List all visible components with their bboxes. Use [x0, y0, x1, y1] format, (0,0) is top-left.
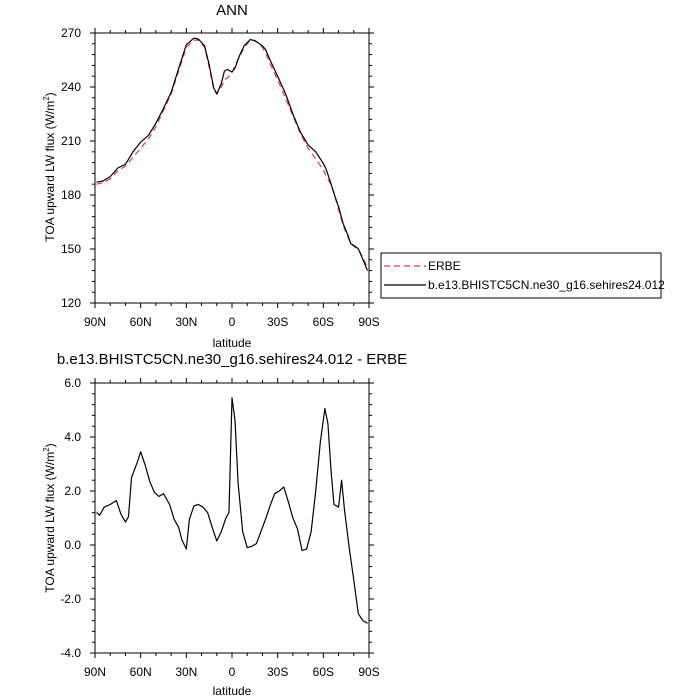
- legend-label-model: b.e13.BHISTC5CN.ne30_g16.sehires24.012: [428, 278, 665, 292]
- x-tick-label: 60N: [130, 315, 152, 329]
- x-tick-label: 90N: [84, 665, 106, 679]
- y-tick-label: 210: [61, 134, 81, 148]
- x-tick-label: 60S: [313, 315, 334, 329]
- legend-box: [380, 252, 662, 299]
- plot-area: 90N 60N 30N 0 30S 60S 90S -4.0 -2.0 0.0 2.0 4.0 6.0: [60, 376, 379, 679]
- y-tick-label: 180: [61, 188, 81, 202]
- legend-label-erbe: ERBE: [428, 259, 461, 273]
- x-tick-label: 30S: [267, 315, 288, 329]
- y-tick-label: 4.0: [64, 430, 81, 444]
- y-tick-label: 0.0: [64, 538, 81, 552]
- chart-title: b.e13.BHISTC5CN.ne30_g16.sehires24.012 -…: [57, 351, 407, 368]
- chart-title: ANN: [216, 2, 248, 19]
- x-tick-label: 30N: [175, 315, 197, 329]
- difference-chart-panel: b.e13.BHISTC5CN.ne30_g16.sehires24.012 -…: [42, 351, 407, 698]
- x-tick-label: 90S: [358, 315, 379, 329]
- x-tick-label: 90S: [358, 665, 379, 679]
- difference-line: [96, 397, 368, 624]
- flux-chart-panel: ANN 90N 60N 30N 0 30S 60S 90S 120 150 180 210 240 27…: [42, 2, 380, 350]
- plot-area: 90N 60N 30N 0 30S 60S 90S 120 150 180 210 240 270: [61, 26, 380, 329]
- y-tick-label: -2.0: [60, 592, 81, 606]
- x-tick-label: 30N: [175, 665, 197, 679]
- x-tick-label: 90N: [84, 315, 106, 329]
- y-axis-title: TOA upward LW flux (W/m2): [42, 443, 57, 592]
- x-axis-title: latitude: [213, 336, 252, 350]
- x-tick-label: 30S: [267, 665, 288, 679]
- x-axis-title: latitude: [213, 684, 252, 698]
- series-erbe-line: [96, 39, 369, 268]
- x-tick-label: 60N: [130, 665, 152, 679]
- x-tick-label: 0: [229, 665, 236, 679]
- x-tick-label: 0: [229, 315, 236, 329]
- y-axis-title: TOA upward LW flux (W/m2): [42, 92, 57, 241]
- y-tick-label: 2.0: [64, 484, 81, 498]
- series-model-line: [96, 37, 369, 271]
- y-tick-label: 6.0: [64, 376, 81, 390]
- y-tick-label: 120: [61, 296, 81, 310]
- y-tick-label: -4.0: [60, 646, 81, 660]
- x-tick-label: 60S: [313, 665, 334, 679]
- legend: ERBE b.e13.BHISTC5CN.ne30_g16.sehires24.…: [380, 252, 665, 299]
- y-tick-label: 150: [61, 242, 81, 256]
- y-tick-label: 240: [61, 80, 81, 94]
- plot-frame: [94, 32, 370, 304]
- y-tick-label: 270: [61, 26, 81, 40]
